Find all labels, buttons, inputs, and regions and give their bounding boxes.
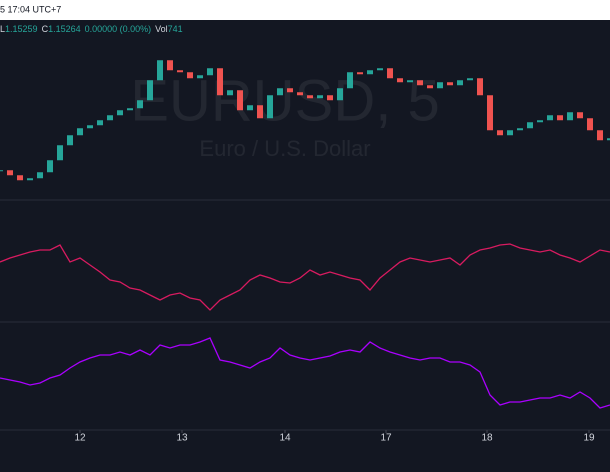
candle: [177, 70, 183, 73]
candle: [347, 72, 353, 89]
header-bar: [0, 0, 610, 20]
legend-value: 1.15259: [5, 24, 38, 34]
watermark-description: Euro / U.S. Dollar: [199, 136, 370, 161]
candle: [257, 105, 263, 119]
candle: [17, 175, 23, 181]
candle: [227, 90, 233, 96]
candle: [127, 108, 133, 111]
x-tick-label: 12: [74, 433, 86, 444]
candle: [147, 80, 153, 101]
candle: [77, 128, 83, 136]
candle: [247, 105, 253, 111]
x-tick-label: 14: [279, 433, 291, 444]
legend-key: C: [42, 24, 49, 34]
watermark-symbol: EURUSD, 5: [130, 68, 439, 133]
candle: [577, 112, 583, 119]
legend-key: Vol: [155, 24, 168, 34]
indicator-line: [0, 337, 610, 409]
candle: [507, 130, 513, 136]
candle: [117, 110, 123, 116]
candle: [367, 70, 373, 75]
candle: [197, 75, 203, 79]
candle: [187, 72, 193, 79]
candle: [587, 118, 593, 131]
candle: [527, 122, 533, 129]
candle: [477, 78, 483, 96]
candle: [597, 130, 603, 141]
candle: [387, 68, 393, 79]
candle: [47, 160, 53, 173]
candle: [37, 172, 43, 179]
candle: [607, 138, 610, 141]
candle: [97, 120, 103, 126]
candle: [337, 88, 343, 101]
candle: [287, 88, 293, 93]
candle: [327, 95, 333, 101]
candle: [217, 68, 223, 96]
candle: [427, 85, 433, 89]
candle: [157, 60, 163, 81]
candle: [457, 80, 463, 86]
candle: [467, 78, 473, 81]
candle: [567, 112, 573, 121]
candle: [487, 95, 493, 131]
x-tick-label: 13: [176, 433, 188, 444]
candle: [447, 82, 453, 86]
candle: [377, 68, 383, 71]
candle: [277, 88, 283, 96]
candle: [107, 115, 113, 121]
candle: [357, 72, 363, 75]
candle: [307, 95, 313, 99]
candle: [297, 92, 303, 96]
candle: [267, 95, 273, 119]
legend-value: 1.15264: [48, 24, 81, 34]
candle: [547, 115, 553, 121]
candle: [237, 90, 243, 111]
x-tick-label: 19: [583, 433, 595, 444]
x-tick-label: 18: [481, 433, 493, 444]
candle: [397, 78, 403, 83]
candle: [517, 128, 523, 131]
candle: [67, 135, 73, 146]
candle: [137, 100, 143, 109]
candle: [417, 80, 423, 86]
candle: [557, 115, 563, 121]
candle: [407, 80, 413, 83]
legend-value: 0.00000 (0.00%): [85, 24, 152, 34]
candle: [497, 130, 503, 136]
candle: [437, 82, 443, 89]
header-time: 5 17:04 UTC+7: [0, 4, 61, 14]
candle: [317, 95, 323, 99]
candle: [207, 68, 213, 76]
candle: [0, 170, 3, 172]
candle: [87, 125, 93, 129]
legend-key: L: [0, 24, 5, 34]
candle: [167, 60, 173, 71]
candle: [57, 145, 63, 161]
candle: [27, 178, 33, 181]
candle: [537, 120, 543, 123]
x-tick-label: 17: [380, 433, 392, 444]
legend-value: 741: [168, 24, 183, 34]
ohlc-legend: L1.15259 C1.15264 0.00000 (0.00%) Vol741: [0, 24, 183, 34]
candle: [7, 170, 13, 176]
indicator-line: [0, 243, 610, 311]
